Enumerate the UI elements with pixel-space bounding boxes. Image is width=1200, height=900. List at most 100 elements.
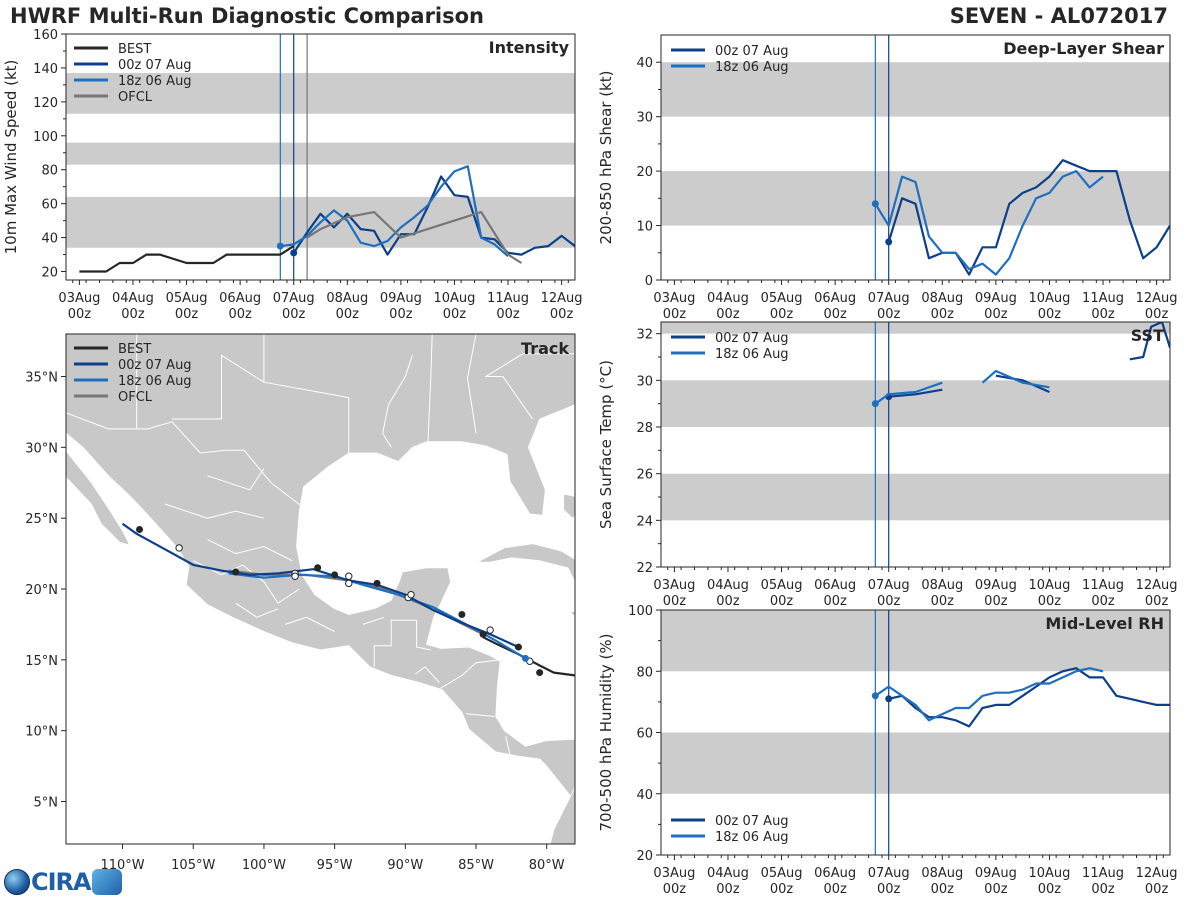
shaded-band (661, 62, 1170, 117)
border-line (484, 353, 575, 420)
x-tick-label-hour: 00z (1145, 594, 1169, 609)
x-tick-label-date: 04Aug (707, 291, 749, 306)
plot-frame (65, 33, 576, 281)
track-point-00z-best (536, 669, 544, 677)
x-tick-label-hour: 00z (877, 307, 901, 322)
x-tick-label-hour: 00z (984, 882, 1008, 897)
shaded-band (661, 171, 1170, 226)
page-title: HWRF Multi-Run Diagnostic Comparison (10, 4, 485, 28)
border-line (414, 666, 440, 683)
series-line-run00 (888, 322, 1170, 398)
x-tick-label-date: 06Aug (219, 291, 261, 306)
sst-chart: 22242628303203Aug00z04Aug00z05Aug00z06Au… (597, 321, 1178, 609)
x-tick-label-date: 09Aug (975, 291, 1017, 306)
x-tick-label-hour: 00z (1038, 594, 1062, 609)
shaded-band (661, 473, 1170, 521)
plot-frame (660, 34, 1171, 281)
x-tick-label-hour: 00z (716, 307, 740, 322)
panel-title: Track (521, 339, 569, 358)
lat-tick-label: 5°N (34, 796, 59, 811)
border-line (235, 602, 279, 618)
x-tick-label-hour: 00z (1091, 594, 1115, 609)
land-cuba (477, 543, 575, 583)
x-tick-label-date: 12Aug (1136, 866, 1178, 881)
x-tick-label-hour: 00z (823, 882, 847, 897)
x-tick-label-hour: 00z (716, 594, 740, 609)
border-line (207, 538, 293, 562)
x-tick-label-hour: 00z (121, 307, 145, 322)
x-tick-label-date: 08Aug (326, 291, 368, 306)
x-tick-label-date: 11Aug (1082, 291, 1124, 306)
intensity-chart: 2040608010012014016003Aug00z04Aug00z05Au… (2, 28, 583, 322)
legend-label-ofcl: OFCL (118, 390, 153, 405)
x-tick-label-hour: 00z (1038, 307, 1062, 322)
globe-icon (4, 869, 30, 895)
init-marker-run00 (885, 238, 893, 246)
x-tick-label-date: 11Aug (1082, 578, 1124, 593)
border-line (362, 616, 385, 625)
x-tick-label-hour: 00z (496, 307, 520, 322)
x-tick-label-hour: 00z (770, 307, 794, 322)
x-tick-label-hour: 00z (1091, 882, 1115, 897)
legend-label-run18: 18z 06 Aug (715, 347, 789, 362)
x-tick-label-hour: 00z (877, 882, 901, 897)
border-line (505, 736, 511, 755)
y-tick-label: 30 (636, 111, 653, 126)
y-tick-label: 26 (636, 468, 653, 483)
x-tick-label-date: 10Aug (1028, 866, 1070, 881)
x-tick-label-date: 09Aug (975, 578, 1017, 593)
track-point-00z-run00 (373, 579, 381, 587)
x-tick-label-date: 10Aug (433, 291, 475, 306)
x-tick-label-date: 06Aug (814, 866, 856, 881)
lat-tick-label: 15°N (25, 654, 58, 669)
x-tick-label-date: 09Aug (975, 866, 1017, 881)
lon-tick-label: 80°W (529, 858, 565, 873)
series-line-run18 (874, 170, 1104, 276)
border-line (466, 334, 477, 434)
track-point-00z-run18 (522, 654, 530, 662)
x-tick-label-hour: 00z (984, 594, 1008, 609)
track-point-12z-run00 (345, 572, 353, 580)
land-layer (66, 334, 575, 844)
x-tick-label-hour: 00z (984, 307, 1008, 322)
x-tick-label-date: 04Aug (112, 291, 154, 306)
plot-frame (660, 321, 1171, 568)
init-marker-run18 (871, 400, 879, 408)
lat-tick-label: 25°N (25, 512, 58, 527)
land-south-america (549, 773, 575, 844)
series-line-run18 (280, 165, 509, 258)
y-tick-label: 20 (41, 266, 58, 281)
legend-label-run00: 00z 07 Aug (715, 44, 789, 59)
track-point-00z-ofcl (479, 630, 487, 638)
logo-wordmark: CIRA (31, 868, 92, 896)
track-point-00z-best (514, 643, 522, 651)
x-tick-label-hour: 00z (282, 307, 306, 322)
init-marker-run00 (885, 695, 893, 703)
cira-logo: CIRA (4, 866, 122, 898)
y-tick-label: 80 (41, 164, 58, 179)
legend-label-run00: 00z 07 Aug (715, 331, 789, 346)
y-tick-label: 10 (636, 220, 653, 235)
x-tick-label-date: 06Aug (814, 578, 856, 593)
x-tick-label-hour: 00z (228, 307, 252, 322)
track-point-12z-run00 (407, 590, 415, 599)
y-tick-label: 100 (628, 604, 653, 619)
x-tick-label-hour: 00z (770, 882, 794, 897)
y-tick-label: 32 (636, 328, 653, 343)
track-point-00z-run00 (314, 564, 322, 572)
x-tick-label-date: 10Aug (1028, 578, 1070, 593)
x-tick-label-hour: 00z (770, 594, 794, 609)
x-tick-label-hour: 00z (663, 882, 687, 897)
y-tick-label: 0 (645, 274, 653, 289)
y-axis-label: 10m Max Wind Speed (kt) (2, 60, 20, 255)
land-baja (66, 450, 131, 546)
shaded-band (66, 73, 575, 114)
border-line (440, 659, 502, 689)
x-tick-label-hour: 00z (175, 307, 199, 322)
x-tick-label-date: 11Aug (487, 291, 529, 306)
legend-label-ofcl: OFCL (118, 90, 153, 105)
border-layer (66, 334, 575, 755)
track-point-00z-ofcl (331, 571, 339, 579)
shaded-band (66, 142, 575, 165)
